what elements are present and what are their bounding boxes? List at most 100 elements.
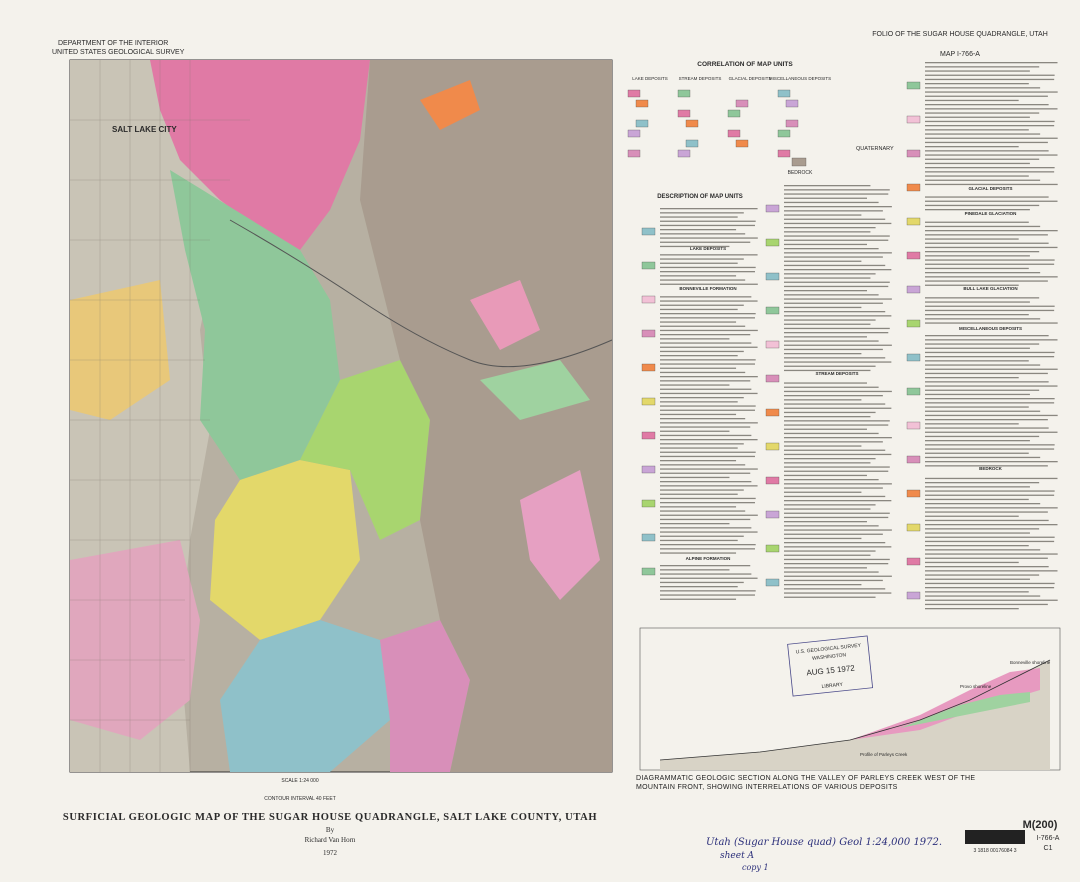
text-line [660,220,756,222]
text-line [784,248,879,250]
unit-box [735,139,749,148]
unit-swatch [641,295,656,304]
text-line [660,308,738,311]
text-line [784,550,876,552]
section-heading: MISCELLANEOUS DEPOSITS [959,326,1022,331]
handwritten-note: Utah (Sugar House quad) Geol 1:24,000 19… [706,837,942,848]
text-line [784,382,867,384]
text-line [925,595,1041,597]
scale: SCALE 1:24 000 [281,778,318,784]
text-line [660,451,756,453]
text-line [784,579,883,582]
unit-blue [220,620,390,772]
text-line [660,325,746,327]
unit-box [785,119,799,128]
text-line [925,351,1055,354]
text-line [784,210,883,212]
text-line [925,150,1049,152]
text-line [925,360,1029,362]
unit-yellow [210,460,360,640]
unit-swatch [906,455,921,464]
text-line [925,322,1058,324]
unit-pink [150,60,370,250]
text-line [925,545,1029,547]
text-line [784,256,883,258]
text-line [660,208,758,210]
unit-swatch [641,261,656,270]
text-line [784,554,871,556]
text-line [660,548,755,550]
text-line [660,590,756,592]
text-line [925,519,1049,522]
text-line [784,537,862,540]
text-line [784,470,889,472]
handwritten-copy: copy 1 [742,863,769,872]
survey: UNITED STATES GEOLOGICAL SURVEY [52,49,185,56]
column-heading: MISCELLANEOUS DEPOSITS [769,76,831,81]
text-line [660,472,751,474]
text-line [784,239,889,241]
text-line [925,582,1055,585]
text-line [925,112,1040,114]
unit-swatch [641,567,656,576]
text-line [660,586,738,588]
text-line [660,313,756,315]
unit-swatch [765,476,780,485]
text-line [784,533,883,535]
cross-section: Profile of Parleys Creek Provo shoreline… [639,627,1061,771]
text-line [660,552,737,554]
text-line [784,361,892,363]
text-line [784,521,867,523]
section-heading: LAKE DEPOSITS [690,246,726,251]
unit-swatch [641,431,656,440]
text-line [660,334,751,336]
text-line [784,327,890,330]
text-line [784,189,890,191]
unit-swatch [765,408,780,417]
text-line [925,440,1030,442]
unit-swatch [641,363,656,372]
unit-box [677,109,691,118]
text-line [784,269,892,271]
text-line [660,229,737,231]
text-line [925,503,1041,505]
unit-box [635,99,649,108]
section-label: Profile of Parleys Creek [860,752,908,757]
text-line [925,402,1055,404]
text-line [660,489,744,491]
section-heading: BULL LAKE GLACIATION [963,286,1017,291]
unit-swatch [906,285,921,294]
text-line [660,581,744,584]
bedrock-area [360,60,612,772]
section-caption: DIAGRAMMATIC GEOLOGIC SECTION ALONG THE … [636,775,976,791]
text-line [784,491,862,493]
text-line [925,393,1030,396]
text-line [660,262,738,264]
text-line [784,201,879,204]
unit-box [685,139,699,148]
text-line [660,481,752,483]
call-number: M(200) [1023,819,1058,831]
text-line [660,535,744,537]
unit-swatch [906,319,921,328]
text-line [784,529,892,531]
text-line [925,280,1048,282]
map-title: SURFICIAL GEOLOGIC MAP OF THE SUGAR HOUS… [63,812,597,823]
text-line [925,99,1019,102]
text-line [925,104,1049,106]
text-line [784,395,883,397]
text-line [784,516,889,519]
text-line [925,297,1040,299]
text-line [660,418,746,420]
text-line [660,216,738,218]
text-line [660,485,758,487]
text-line [660,380,751,382]
text-line [925,557,1048,559]
text-line [925,356,1055,358]
barcode-bars [965,830,1025,844]
text-line [660,405,756,407]
text-line [925,431,1058,433]
text-line [660,531,758,533]
text-line [925,167,1055,169]
text-line [925,368,1058,370]
